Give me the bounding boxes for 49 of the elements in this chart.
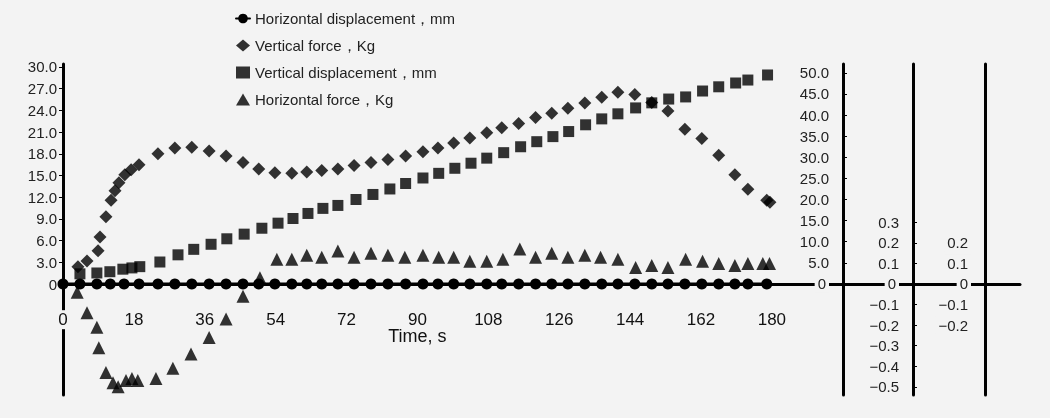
y2-tick-label: 20.0	[799, 191, 829, 209]
annotation: 0.2	[947, 234, 968, 252]
y3-tick-label: 0.2	[878, 234, 899, 252]
x-tick-label: 108	[474, 310, 503, 330]
y-tick-label: 6.0	[36, 232, 57, 250]
legend-label: Horizontal force，Kg	[255, 91, 394, 108]
y3-tick-label: 0.3	[878, 213, 899, 231]
y-tick-label: 15.0	[27, 167, 57, 185]
y2-tick-label: 25.0	[799, 169, 829, 187]
y3-tick-label: 0.1	[878, 254, 899, 272]
legend-label: Vertical displacement，mm	[255, 64, 437, 81]
y2-tick-label: 0	[817, 275, 826, 293]
y2-tick-label: 30.0	[799, 148, 829, 166]
y3-tick-label: 0	[887, 275, 896, 293]
y2-tick-label: 50.0	[799, 64, 829, 82]
y2-tick-label: 5.0	[808, 254, 829, 272]
y-tick-label: 27.0	[27, 80, 57, 98]
x-tick-label: 72	[337, 310, 357, 330]
x-tick-label: 180	[757, 310, 787, 330]
y-tick-label: 3.0	[36, 253, 57, 271]
x-tick-label: 162	[686, 310, 716, 330]
x-tick-label: 18	[124, 310, 144, 330]
x-tick-label: 126	[545, 310, 574, 330]
y2-tick-label: 40.0	[799, 106, 829, 124]
x-tick-label: 54	[266, 310, 286, 330]
y-tick-label: 21.0	[27, 123, 57, 141]
y-tick-label: 0	[48, 275, 57, 293]
legend-label: Vertical force，Kg	[255, 37, 376, 54]
y2-tick-label: 10.0	[799, 233, 829, 251]
y3-tick-label: −0.4	[869, 357, 899, 375]
y3-tick-label: −0.5	[869, 378, 899, 396]
x-tick-label: 144	[615, 310, 645, 330]
y2-tick-label: 45.0	[799, 85, 829, 103]
y-tick-label: 9.0	[36, 210, 57, 228]
x-tick-label: 36	[195, 310, 215, 330]
y-tick-label: 12.0	[27, 188, 57, 206]
y2-tick-label: 15.0	[799, 212, 829, 230]
y-tick-label: 24.0	[27, 101, 57, 119]
annotation: −0.2	[938, 316, 968, 334]
annotation: 0	[959, 275, 968, 293]
annotation: 0.1	[947, 254, 968, 272]
y3-tick-label: −0.2	[869, 316, 899, 334]
legend-label: Horizontal displacement，mm	[255, 10, 456, 27]
y-tick-label: 30.0	[27, 58, 57, 76]
y-tick-label: 18.0	[27, 145, 57, 163]
y3-tick-label: −0.3	[869, 337, 899, 355]
annotation: −0.1	[938, 296, 968, 314]
y3-tick-label: −0.1	[869, 296, 899, 314]
y2-tick-label: 35.0	[799, 127, 829, 145]
